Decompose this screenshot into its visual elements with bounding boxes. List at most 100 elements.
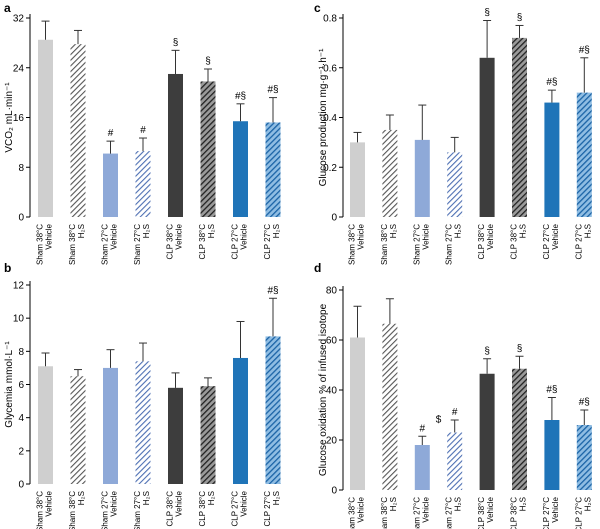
panel-d-chart: d Glucose oxidation % of infused isotope0…: [314, 261, 592, 529]
significance-label-extra: $: [436, 415, 442, 426]
y-tick-label: 0.6: [323, 63, 337, 74]
bar: [576, 425, 592, 490]
y-axis-label-d: Glucose oxidation % of infused isotope: [318, 303, 329, 476]
bar: [382, 323, 398, 490]
x-category-sublabel: H₂S: [272, 491, 281, 505]
x-category-label: CLP 27°C: [263, 491, 272, 527]
bar: [447, 152, 463, 217]
x-category-sublabel: Vehicle: [357, 223, 366, 249]
significance-label: #§: [546, 385, 557, 396]
bar: [103, 153, 118, 217]
x-category-label: Sham 38°C: [380, 497, 389, 529]
y-tick-label: 0: [18, 480, 24, 491]
significance-label: §: [517, 12, 523, 23]
x-category-label: CLP 27°C: [231, 491, 240, 527]
y-tick-label: 12: [13, 281, 25, 292]
y-tick-label: 0.4: [323, 113, 337, 124]
bar: [233, 357, 248, 484]
y-axis-label-b: Glycemia mmol·L⁻¹: [4, 341, 15, 428]
x-category-label: CLP 38°C: [198, 491, 207, 527]
x-category-sublabel: Vehicle: [240, 490, 249, 516]
y-tick-label: 32: [13, 14, 25, 25]
x-category-sublabel: H₂S: [389, 497, 398, 511]
x-category-label: Sham 27°C: [412, 497, 421, 529]
x-category-sublabel: H₂S: [272, 224, 281, 238]
x-category-sublabel: H₂S: [77, 224, 86, 238]
y-tick-label: 0: [331, 213, 337, 224]
significance-label: #§: [579, 45, 590, 56]
y-tick-label: 20: [326, 436, 338, 447]
panel-letter-b: b: [4, 261, 11, 275]
x-category-sublabel: Vehicle: [551, 496, 560, 522]
significance-label: #: [452, 407, 458, 418]
x-category-sublabel: H₂S: [519, 497, 528, 511]
x-category-sublabel: Vehicle: [486, 223, 495, 249]
y-tick-label: 6: [18, 380, 24, 391]
panel-letter-c: c: [314, 1, 321, 15]
bar: [382, 129, 398, 217]
bar: [70, 376, 86, 484]
significance-label: #§: [546, 77, 557, 88]
x-category-label: Sham 38°C: [68, 491, 77, 529]
x-category-sublabel: Vehicle: [421, 223, 430, 249]
x-category-sublabel: H₂S: [77, 491, 86, 505]
bar: [479, 373, 495, 490]
x-category-label: Sham 38°C: [380, 224, 389, 265]
bar: [168, 387, 183, 484]
y-tick-label: 0: [331, 486, 337, 497]
bar: [544, 102, 560, 217]
x-category-label: Sham 27°C: [412, 224, 421, 265]
bar: [38, 39, 53, 217]
bar: [200, 386, 216, 484]
y-tick-label: 60: [326, 336, 338, 347]
y-tick-label: 16: [13, 113, 25, 124]
x-category-label: CLP 38°C: [198, 224, 207, 260]
x-category-sublabel: Vehicle: [240, 223, 249, 249]
x-category-sublabel: Vehicle: [551, 223, 560, 249]
bar: [414, 139, 430, 217]
bar: [512, 368, 527, 490]
bar: [168, 73, 183, 217]
y-tick-label: 8: [18, 347, 24, 358]
significance-label: §: [173, 37, 179, 48]
x-category-label: CLP 27°C: [542, 497, 551, 529]
bar: [135, 361, 151, 484]
bar: [200, 81, 216, 218]
bar: [479, 57, 495, 217]
x-category-label: Sham 38°C: [36, 491, 45, 529]
bar: [576, 92, 592, 217]
x-category-sublabel: Vehicle: [110, 490, 119, 516]
y-tick-label: 0.2: [323, 163, 337, 174]
significance-label: #§: [267, 85, 278, 96]
bar: [265, 122, 281, 217]
x-category-sublabel: Vehicle: [110, 223, 119, 249]
bar: [544, 420, 560, 490]
x-category-label: CLP 38°C: [166, 224, 175, 260]
significance-label: #§: [267, 285, 278, 296]
x-category-sublabel: Vehicle: [45, 223, 54, 249]
x-category-sublabel: H₂S: [207, 491, 216, 505]
x-category-sublabel: Vehicle: [421, 496, 430, 522]
x-category-sublabel: Vehicle: [175, 223, 184, 249]
x-category-sublabel: Vehicle: [45, 490, 54, 516]
x-category-label: Sham 38°C: [348, 224, 357, 265]
y-tick-label: 0: [18, 213, 24, 224]
x-category-sublabel: H₂S: [583, 497, 592, 511]
y-axis-label-a: VCO₂ mL·min⁻¹: [4, 82, 15, 153]
x-category-sublabel: H₂S: [454, 224, 463, 238]
x-category-label: Sham 27°C: [445, 497, 454, 529]
bar: [103, 367, 118, 484]
bar: [350, 337, 365, 490]
significance-label: §: [517, 343, 523, 354]
significance-label: #§: [235, 91, 246, 102]
x-category-label: CLP 27°C: [263, 224, 272, 260]
bar: [350, 142, 365, 217]
significance-label: #: [140, 125, 146, 136]
panel-letter-a: a: [4, 1, 11, 15]
y-tick-label: 8: [18, 163, 24, 174]
significance-label: #: [108, 128, 114, 139]
significance-label: §: [205, 56, 211, 67]
x-category-label: Sham 27°C: [133, 224, 142, 265]
x-category-label: CLP 27°C: [574, 497, 583, 529]
